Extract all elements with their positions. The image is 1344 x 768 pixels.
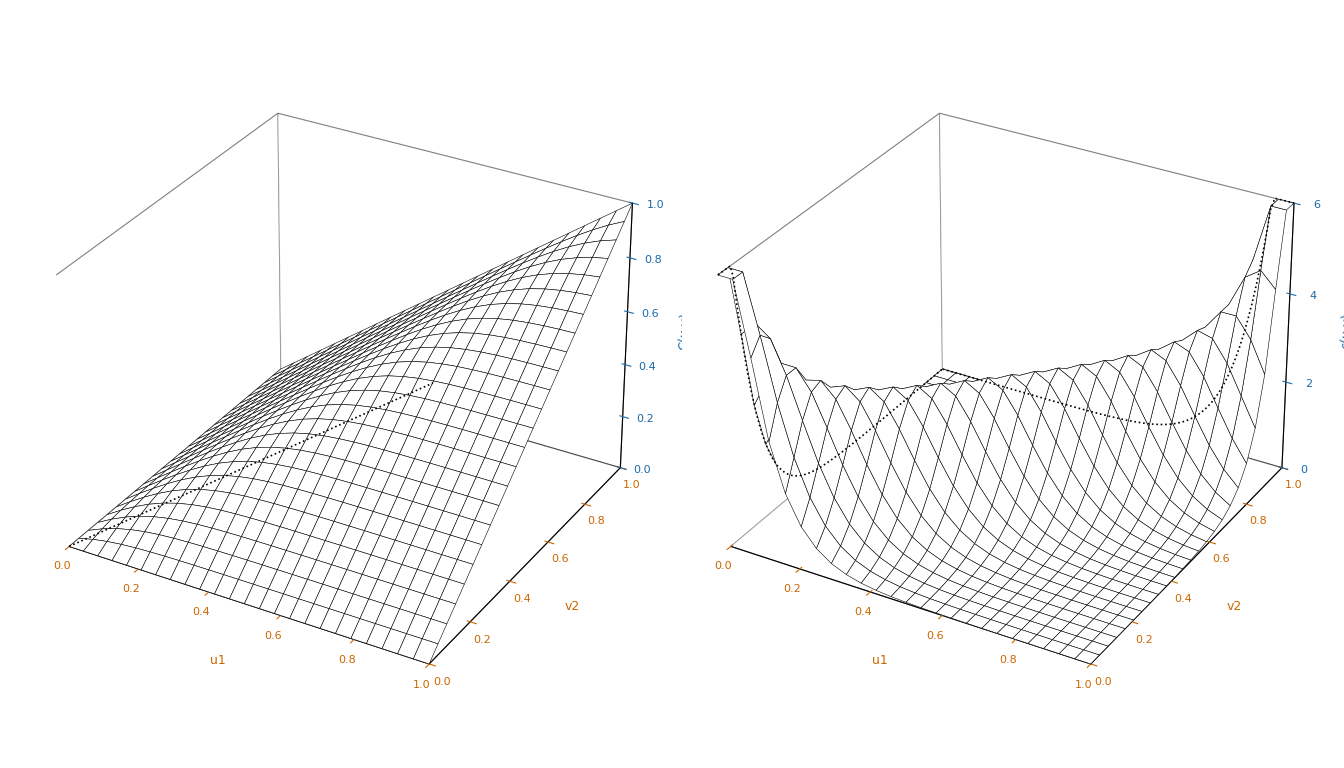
X-axis label: u1: u1 [211,654,226,667]
X-axis label: u1: u1 [872,654,888,667]
Y-axis label: v2: v2 [564,600,581,613]
Y-axis label: v2: v2 [1227,600,1242,613]
